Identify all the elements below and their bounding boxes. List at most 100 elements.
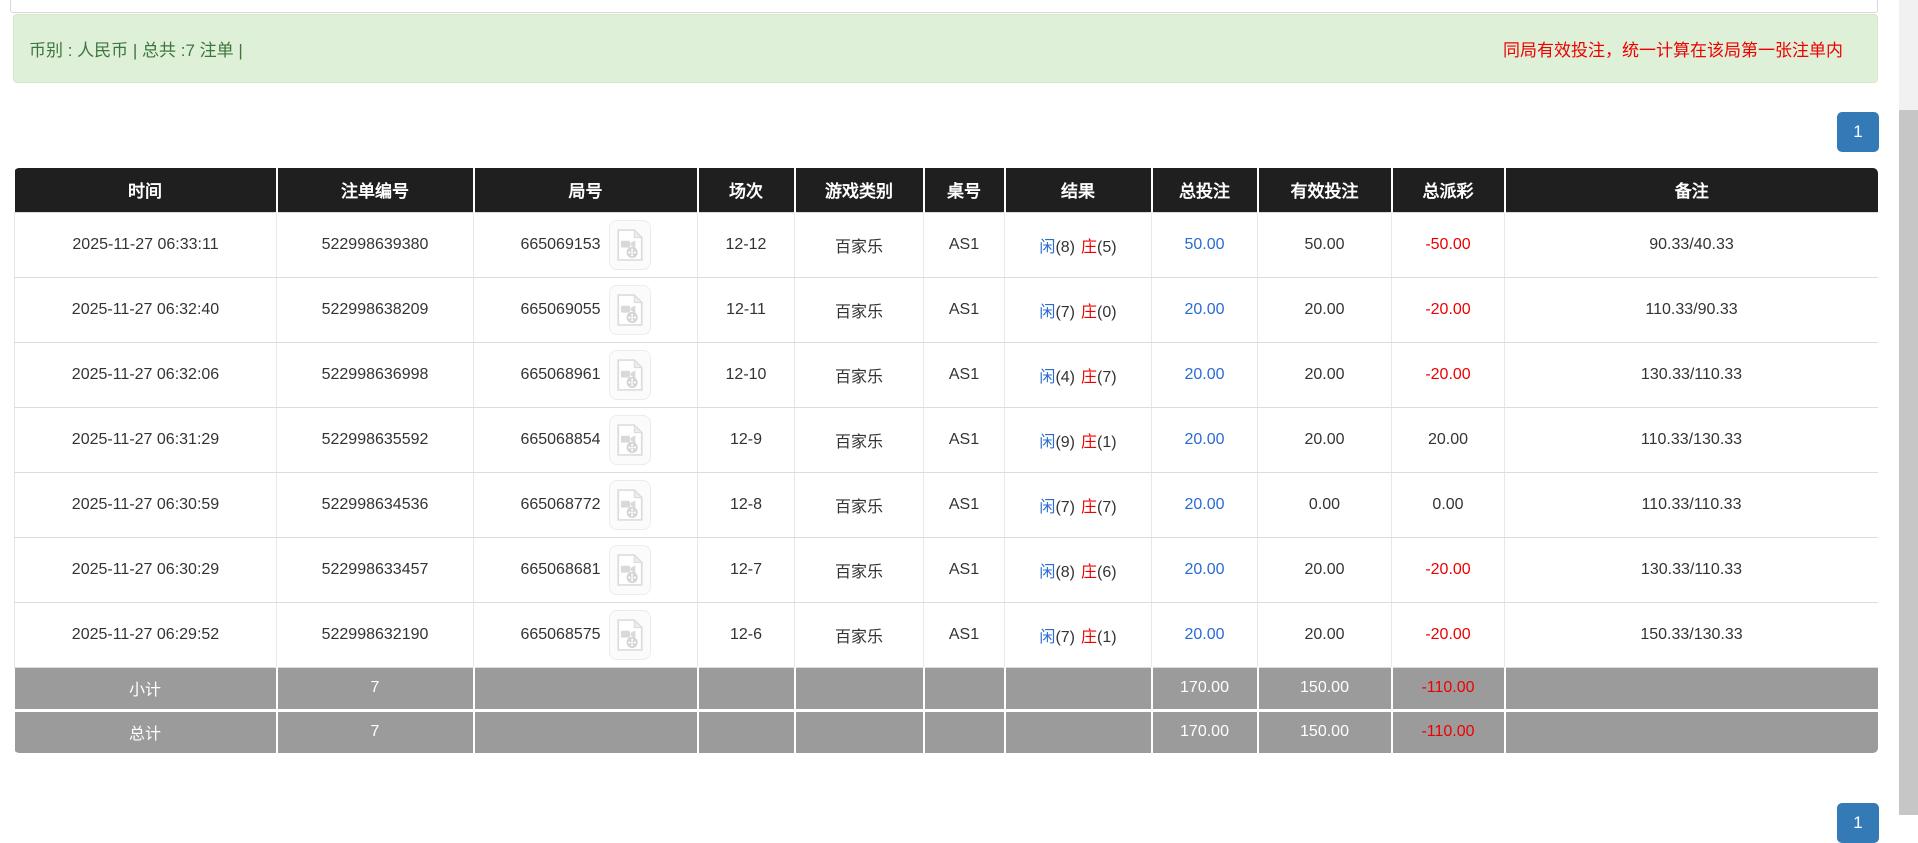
round-id-text: 665068772 bbox=[520, 495, 601, 513]
footer-empty-cell bbox=[1503, 667, 1878, 710]
cell-game-type: 百家乐 bbox=[794, 277, 924, 343]
round-id-text: 665068961 bbox=[520, 365, 601, 383]
cell-remark: 130.33/110.33 bbox=[1504, 537, 1878, 603]
cell-game-type: 百家乐 bbox=[794, 211, 924, 278]
cell-payout: -20.00 bbox=[1391, 602, 1505, 668]
header-col-11: 备注 bbox=[1503, 168, 1878, 212]
cell-round-id: 665069055 bbox=[473, 277, 698, 343]
cell-round-id: 665068772 bbox=[473, 472, 698, 538]
table-header-row: 时间 注单编号 局号 场次 游戏类别 桌号 结果 总投注 有效投注 总派彩 备注 bbox=[14, 168, 1878, 212]
result-banker-label: 庄 bbox=[1081, 433, 1098, 451]
footer-valid-bet: 150.00 bbox=[1256, 667, 1392, 710]
result-player-score: (8) bbox=[1055, 238, 1075, 256]
result-banker-score: (7) bbox=[1097, 368, 1117, 386]
cropped-panel-bottom-edge bbox=[10, 0, 1878, 13]
cell-payout: -50.00 bbox=[1391, 211, 1505, 278]
header-col-2: 注单编号 bbox=[275, 168, 474, 212]
pagination-page-1-button-bottom[interactable]: 1 bbox=[1837, 803, 1879, 843]
cell-result: 闲(4) 庄(7) bbox=[1004, 342, 1152, 408]
vertical-scrollbar-thumb[interactable] bbox=[1899, 110, 1918, 815]
table-row: 2025-11-27 06:33:11 522998639380 665069153… bbox=[14, 211, 1878, 278]
total-bet-link[interactable]: 20.00 bbox=[1151, 537, 1258, 603]
cell-remark: 110.33/110.33 bbox=[1504, 472, 1878, 538]
cell-time: 2025-11-27 06:32:06 bbox=[14, 342, 277, 408]
footer-total-bet: 170.00 bbox=[1150, 708, 1258, 753]
header-col-8: 总投注 bbox=[1150, 168, 1258, 212]
video-replay-button[interactable] bbox=[608, 609, 651, 660]
bet-records-table-wrap: 时间 注单编号 局号 场次 游戏类别 桌号 结果 总投注 有效投注 总派彩 备注 2025-11-2… bbox=[14, 168, 1878, 753]
grand-total-row: 总计 7 170.00 150.00 -110.00 bbox=[14, 708, 1878, 753]
cell-result: 闲(8) 庄(6) bbox=[1004, 537, 1152, 603]
result-player-score: (9) bbox=[1055, 433, 1075, 451]
video-replay-button[interactable] bbox=[608, 544, 651, 595]
table-row: 2025-11-27 06:32:40 522998638209 665069055… bbox=[14, 277, 1878, 343]
header-col-7: 结果 bbox=[1003, 168, 1152, 212]
header-col-4: 场次 bbox=[696, 168, 795, 212]
cell-payout: 0.00 bbox=[1391, 472, 1505, 538]
result-player-label: 闲 bbox=[1039, 238, 1056, 256]
cell-table-no: AS1 bbox=[923, 342, 1005, 408]
result-banker-score: (7) bbox=[1097, 498, 1117, 516]
cell-result: 闲(7) 庄(7) bbox=[1004, 472, 1152, 538]
header-col-5: 游戏类别 bbox=[793, 168, 924, 212]
cell-table-no: AS1 bbox=[923, 407, 1005, 473]
footer-valid-bet: 150.00 bbox=[1256, 708, 1392, 753]
footer-count: 7 bbox=[275, 667, 474, 710]
total-bet-link[interactable]: 20.00 bbox=[1151, 602, 1258, 668]
cell-remark: 90.33/40.33 bbox=[1504, 211, 1878, 278]
cell-session: 12-12 bbox=[697, 211, 795, 278]
cell-valid-bet: 20.00 bbox=[1257, 537, 1392, 603]
result-player-label: 闲 bbox=[1039, 433, 1056, 451]
video-file-icon bbox=[616, 228, 643, 261]
cell-bet-id: 522998636998 bbox=[276, 342, 474, 408]
cell-session: 12-11 bbox=[697, 277, 795, 343]
result-player-score: (8) bbox=[1055, 563, 1075, 581]
cell-valid-bet: 20.00 bbox=[1257, 342, 1392, 408]
table-row: 2025-11-27 06:30:59 522998634536 665068772… bbox=[14, 472, 1878, 538]
cell-remark: 110.33/90.33 bbox=[1504, 277, 1878, 343]
cell-time: 2025-11-27 06:29:52 bbox=[14, 602, 277, 668]
video-replay-button[interactable] bbox=[608, 219, 651, 270]
cell-valid-bet: 20.00 bbox=[1257, 602, 1392, 668]
footer-label: 小计 bbox=[14, 667, 277, 710]
result-banker-score: (1) bbox=[1097, 628, 1117, 646]
table-row: 2025-11-27 06:30:29 522998633457 665068681… bbox=[14, 537, 1878, 603]
cell-bet-id: 522998639380 bbox=[276, 211, 474, 278]
table-row: 2025-11-27 06:32:06 522998636998 665068961… bbox=[14, 342, 1878, 408]
subtotal-row: 小计 7 170.00 150.00 -110.00 bbox=[14, 667, 1878, 710]
footer-empty-cell bbox=[1503, 708, 1878, 753]
cell-valid-bet: 20.00 bbox=[1257, 407, 1392, 473]
header-col-9: 有效投注 bbox=[1256, 168, 1392, 212]
result-banker-score: (6) bbox=[1097, 563, 1117, 581]
total-bet-link[interactable]: 20.00 bbox=[1151, 472, 1258, 538]
video-file-icon bbox=[616, 293, 643, 326]
video-replay-button[interactable] bbox=[608, 349, 651, 400]
video-replay-button[interactable] bbox=[608, 414, 651, 465]
result-banker-score: (5) bbox=[1097, 238, 1117, 256]
cell-table-no: AS1 bbox=[923, 211, 1005, 278]
total-bet-link[interactable]: 20.00 bbox=[1151, 277, 1258, 343]
summary-banner: 币别 : 人民币 | 总共 :7 注单 | 同局有效投注，统一计算在该局第一张注… bbox=[13, 14, 1878, 83]
cell-result: 闲(9) 庄(1) bbox=[1004, 407, 1152, 473]
cell-round-id: 665068961 bbox=[473, 342, 698, 408]
cell-bet-id: 522998635592 bbox=[276, 407, 474, 473]
total-bet-link[interactable]: 20.00 bbox=[1151, 407, 1258, 473]
video-replay-button[interactable] bbox=[608, 479, 651, 530]
header-col-10: 总派彩 bbox=[1390, 168, 1505, 212]
pagination-page-1-button[interactable]: 1 bbox=[1837, 112, 1879, 152]
footer-empty-cell bbox=[696, 708, 795, 753]
cell-payout: -20.00 bbox=[1391, 277, 1505, 343]
bet-records-table: 时间 注单编号 局号 场次 游戏类别 桌号 结果 总投注 有效投注 总派彩 备注 2025-11-2… bbox=[14, 168, 1878, 753]
result-player-label: 闲 bbox=[1039, 628, 1056, 646]
video-replay-button[interactable] bbox=[608, 284, 651, 335]
table-row: 2025-11-27 06:31:29 522998635592 665068854… bbox=[14, 407, 1878, 473]
cell-bet-id: 522998638209 bbox=[276, 277, 474, 343]
table-body: 2025-11-27 06:33:11 522998639380 665069153… bbox=[14, 211, 1878, 668]
video-file-icon bbox=[616, 358, 643, 391]
cell-game-type: 百家乐 bbox=[794, 537, 924, 603]
cell-bet-id: 522998634536 bbox=[276, 472, 474, 538]
total-bet-link[interactable]: 20.00 bbox=[1151, 342, 1258, 408]
result-banker-label: 庄 bbox=[1081, 563, 1098, 581]
round-id-text: 665068575 bbox=[520, 625, 601, 643]
total-bet-link[interactable]: 50.00 bbox=[1151, 211, 1258, 278]
